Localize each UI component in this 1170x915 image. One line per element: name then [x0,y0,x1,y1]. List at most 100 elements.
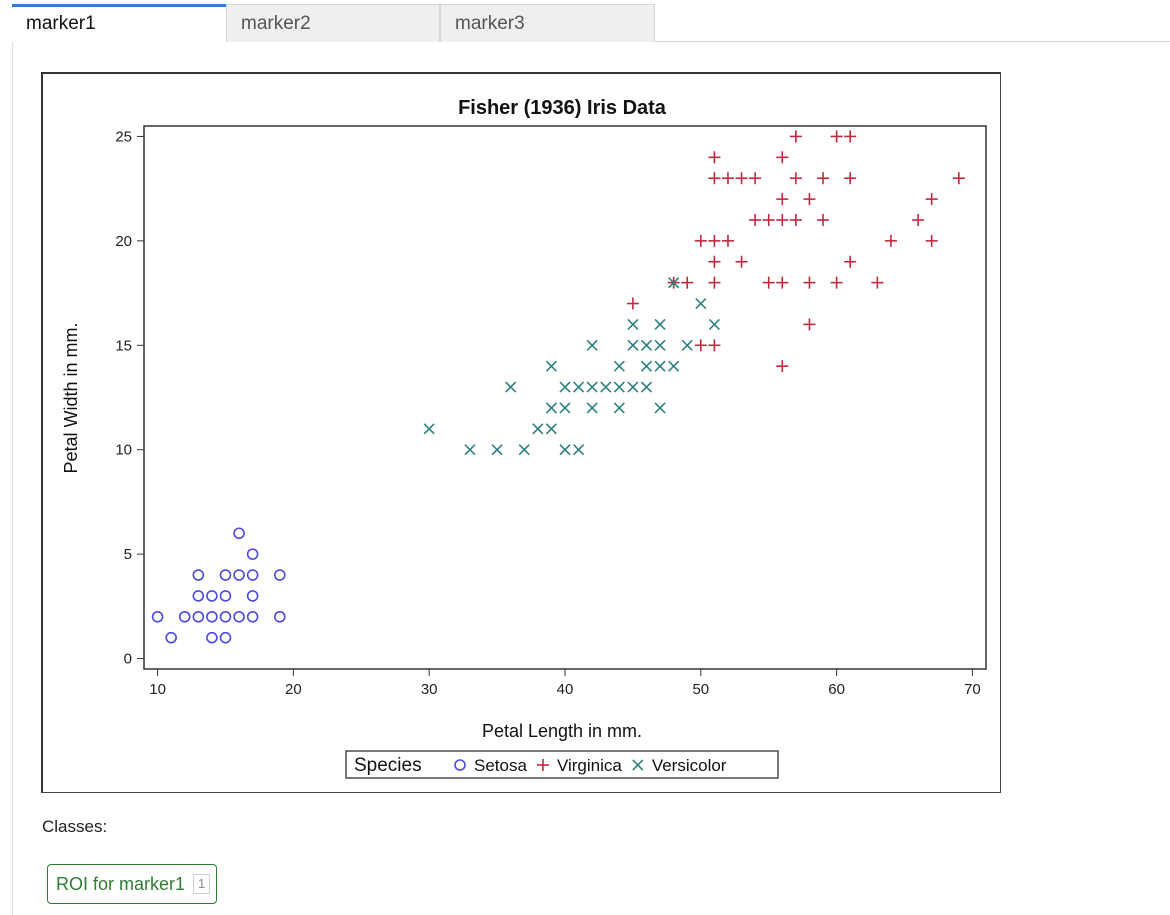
versicolor-point [654,339,666,351]
setosa-point [219,569,232,581]
setosa-point [192,590,205,602]
virginica-point [708,151,721,164]
versicolor-legend-marker [632,759,644,771]
versicolor-point [505,381,517,393]
setosa-point [178,610,191,623]
setosa-point [233,610,245,623]
versicolor-point [573,444,585,456]
setosa-point [165,631,177,644]
versicolor-point [600,381,612,393]
versicolor-point [559,444,571,456]
virginica-point [776,360,789,373]
setosa-point [246,548,259,560]
y-tick-label: 20 [115,233,132,250]
y-tick-label: 10 [115,442,132,459]
virginica-point [803,318,816,331]
setosa-point [219,631,232,644]
setosa-point [246,590,259,602]
roi-count-badge: 1 [193,874,211,894]
virginica-point [749,172,762,185]
legend-box [345,750,779,779]
versicolor-point [586,339,598,351]
chart-image: Fisher (1936) Iris Data 10 20 30 40 50 60 70 0 5… [41,72,1001,793]
virginica-point [844,172,857,185]
virginica-point [708,339,721,352]
virginica-point [776,213,789,226]
y-tick-label: 0 [124,651,132,668]
virginica-point [871,276,884,289]
roi-chip-label: ROI for marker1 [56,873,186,894]
x-tick-label: 60 [828,681,845,698]
x-tick-label: 40 [557,681,574,698]
virginica-point [844,255,857,268]
setosa-point [233,569,245,581]
versicolor-point [423,423,435,435]
versicolor-point [545,402,557,414]
virginica-point [749,213,762,226]
virginica-point [789,172,802,185]
versicolor-point [532,423,544,435]
versicolor-point [559,381,571,393]
versicolor-point [545,360,557,372]
versicolor-point [627,318,639,330]
tab-marker2[interactable]: marker2 [226,4,440,42]
versicolor-point [627,381,639,393]
virginica-point [694,339,707,352]
virginica-point [803,276,816,289]
versicolor-point [586,381,598,393]
axes: 10 20 30 40 50 60 70 0 5 10 15 20 25 [115,128,980,698]
versicolor-point [681,339,693,351]
virginica-point [708,255,721,268]
versicolor-point [640,381,653,393]
setosa-point [192,569,205,581]
setosa-point [246,569,259,581]
legend-label-versicolor: Versicolor [652,756,727,775]
setosa-point [206,631,218,644]
virginica-point [776,151,789,164]
versicolor-point [654,402,666,414]
data-points [151,130,965,644]
virginica-point [721,234,734,247]
virginica-point [789,130,802,143]
legend: Species Setosa Virginica Versicolor [345,750,779,779]
versicolor-point [518,444,530,456]
virginica-point [830,276,843,289]
virginica-point [817,213,830,226]
versicolor-point [668,277,680,289]
virginica-point [830,130,843,143]
classes-label: Classes: [42,817,108,836]
versicolor-point [545,423,557,435]
tab-bar: marker1 marker2 marker3 [12,4,1170,42]
versicolor-point [559,402,571,414]
versicolor-point [668,360,680,372]
virginica-point [912,213,925,226]
virginica-point [817,172,830,185]
virginica-point [735,172,748,185]
virginica-legend-marker [536,759,549,771]
setosa-point [151,610,164,623]
versicolor-point [613,402,625,414]
virginica-point [952,172,965,185]
virginica-point [735,255,748,268]
roi-class-chip[interactable]: ROI for marker1 1 [47,864,218,904]
versicolor-point [464,444,476,456]
x-tick-label: 70 [964,681,981,698]
x-tick-label: 20 [285,681,302,698]
chart-title: Fisher (1936) Iris Data [458,97,667,119]
tab-marker3[interactable]: marker3 [440,4,655,42]
setosa-point [274,610,286,623]
scatter-chart: Fisher (1936) Iris Data 10 20 30 40 50 60 70 0 5… [61,97,987,779]
versicolor-point [627,339,639,351]
versicolor-point [708,318,720,330]
virginica-point [762,213,775,226]
virginica-point [721,172,734,185]
versicolor-point [491,444,503,456]
panel-border [12,42,13,915]
tab-marker1[interactable]: marker1 [12,4,226,42]
x-tick-label: 30 [421,681,438,698]
legend-label-virginica: Virginica [557,756,622,775]
setosa-point [206,590,218,602]
x-tick-label: 50 [692,681,709,698]
versicolor-point [613,381,625,393]
versicolor-point [695,297,707,310]
